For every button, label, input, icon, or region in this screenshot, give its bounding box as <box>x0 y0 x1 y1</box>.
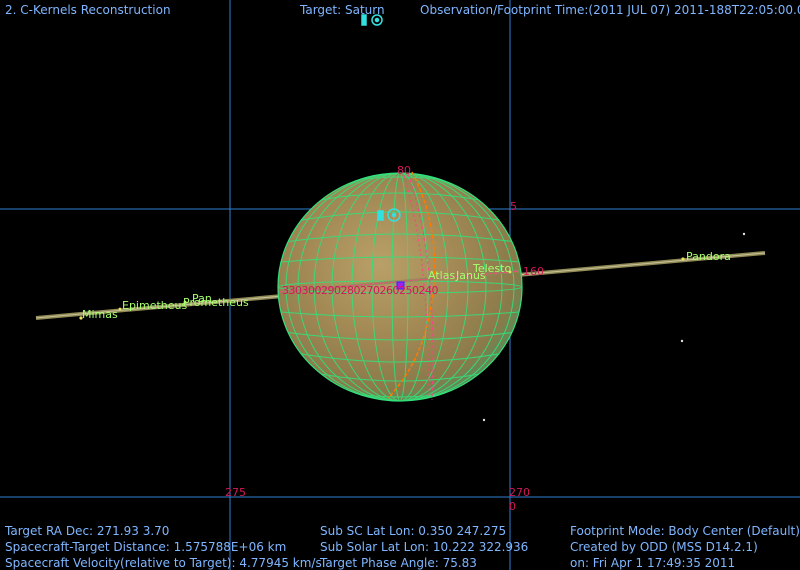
moon-label-pan: Pan <box>192 292 212 305</box>
sub-solar-lat-lon: Sub Solar Lat Lon: 10.222 322.936 <box>320 540 529 554</box>
meridian-dashed <box>407 173 434 401</box>
longitude-label-right: 160 <box>523 265 544 278</box>
sub-sc-lat-lon: Sub SC Lat Lon: 0.350 247.275 <box>320 524 507 538</box>
longitude-tick-labels: 330300290280270260250240 <box>282 284 438 297</box>
target-bullseye-icon-planet <box>377 208 401 222</box>
target-bullseye-icon-top <box>361 14 383 26</box>
window-title: 2. C-Kernels Reconstruction <box>5 3 171 17</box>
stars <box>482 232 746 422</box>
spacecraft-target-distance: Spacecraft-Target Distance: 1.575788E+06… <box>5 540 287 554</box>
moon-markers <box>79 257 685 320</box>
moon-label-epimetheus: Epimetheus <box>122 299 188 312</box>
ra-label-left: 275 <box>225 486 246 499</box>
footprint-mode: Footprint Mode: Body Center (Default) <box>570 524 800 538</box>
sub-spacecraft-marker <box>396 281 405 290</box>
target-ra-dec: Target RA Dec: 271.93 3.70 <box>5 524 170 538</box>
observation-time: Observation/Footprint Time:(2011 JUL 07)… <box>420 3 800 17</box>
latitude-label-top: 80 <box>397 164 411 177</box>
spacecraft-velocity: Spacecraft Velocity(relative to Target):… <box>5 556 322 570</box>
target-phase-angle: Target Phase Angle: 75.83 <box>320 556 477 570</box>
moon-label-atlas: Atlas <box>428 269 456 282</box>
moon-label-telesto: Telesto <box>473 262 512 275</box>
latitude-label-mid: 5 <box>510 200 517 213</box>
moon-label-pandora: Pandora <box>686 250 731 263</box>
created-on: on: Fri Apr 1 17:49:35 2011 <box>570 556 736 570</box>
moon-label-janus: Janus <box>456 269 486 282</box>
created-by: Created by ODD (MSS D14.2.1) <box>570 540 758 554</box>
moon-label-mimas: Mimas <box>82 308 118 321</box>
dec-label-zero: 0 <box>509 500 516 513</box>
terminator-line <box>387 171 436 399</box>
target-name: Target: Saturn <box>300 3 385 17</box>
ra-label-right: 270 <box>509 486 530 499</box>
moon-label-prometheus: Prometheus <box>183 296 249 309</box>
